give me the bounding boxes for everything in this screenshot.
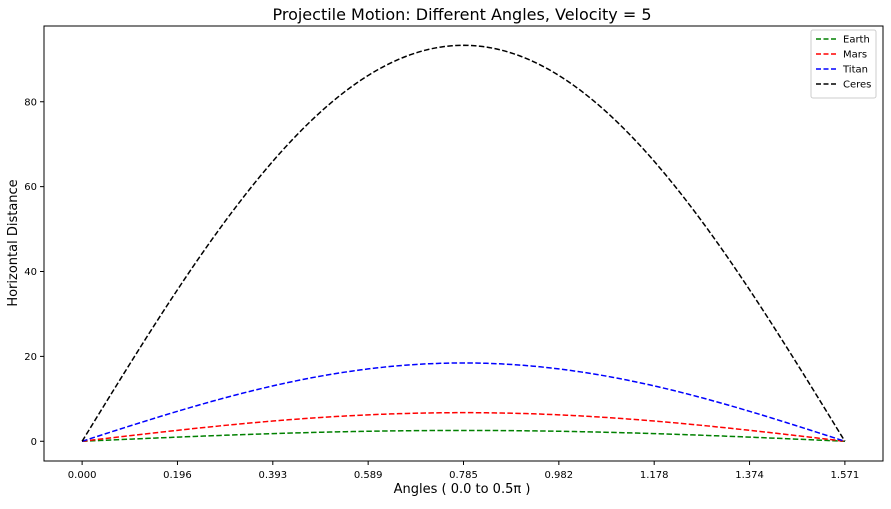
axes-frame (43, 25, 884, 462)
series-line-mars (82, 411, 845, 443)
series-line-titan (81, 362, 846, 442)
y-tick-label: 0 (31, 437, 37, 448)
y-tick-label: 80 (24, 97, 37, 108)
x-tick-label: 0.393 (258, 470, 287, 481)
legend-label-ceres: Ceres (843, 80, 871, 91)
legend-label-mars: Mars (843, 50, 867, 61)
legend-label-titan: Titan (842, 65, 868, 76)
y-tick-label: 60 (24, 182, 37, 193)
series-line-earth (82, 429, 845, 443)
x-tick-label: 0.589 (354, 470, 383, 481)
x-tick-label: 0.000 (68, 470, 97, 481)
x-tick-label: 1.178 (640, 470, 669, 481)
x-tick-label: 1.571 (831, 470, 860, 481)
legend-label-earth: Earth (843, 35, 870, 46)
x-tick-label: 1.374 (735, 470, 764, 481)
series-line-ceres (81, 44, 846, 442)
y-tick-label: 40 (24, 267, 37, 278)
x-tick-label: 0.785 (449, 470, 478, 481)
chart-title: Projectile Motion: Different Angles, Vel… (272, 5, 651, 24)
axes: 0.000 0.196 0.393 0.589 0.785 0.982 1.178 1.374… (24, 25, 884, 481)
x-tick-label: 0.196 (163, 470, 192, 481)
plot-area (81, 44, 846, 443)
legend-box (810, 29, 877, 99)
y-tick-label: 20 (24, 352, 37, 363)
x-tick-label: 0.982 (545, 470, 574, 481)
x-axis-label: Angles ( 0.0 to 0.5π ) (394, 482, 531, 497)
legend: Earth Mars Titan Ceres (810, 29, 877, 99)
y-axis-label: Horizontal Distance (6, 179, 21, 306)
